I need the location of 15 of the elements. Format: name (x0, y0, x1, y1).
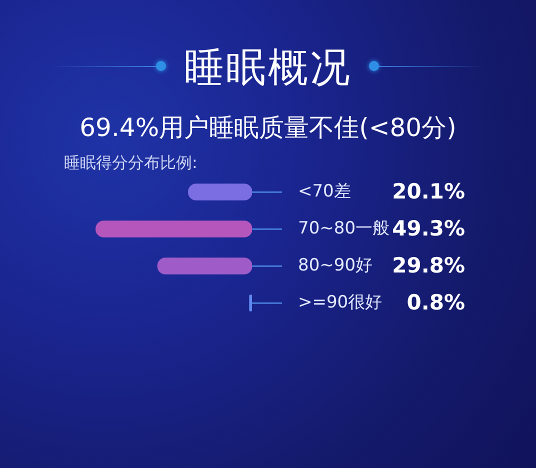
data-label: 20.1% (392, 179, 465, 204)
bar (188, 184, 252, 200)
bar (96, 220, 252, 238)
y-tick-label: >=90很好 (298, 292, 382, 312)
y-tick-label: <70差 (298, 181, 351, 202)
bar (157, 258, 252, 274)
data-label: 0.8% (406, 290, 465, 314)
chart-subtitle: 69.4%用户睡眠质量不佳(<80分) (78, 112, 458, 144)
y-tick-label: 80~90好 (298, 255, 373, 276)
text: 睡眠得分分布比例: (64, 152, 198, 174)
data-label: 29.8% (392, 253, 465, 278)
chart-title: 睡眠概况 (183, 44, 353, 92)
bar (249, 294, 252, 312)
y-tick-label: 70~80一般 (298, 218, 390, 238)
data-label: 49.3% (392, 216, 465, 240)
